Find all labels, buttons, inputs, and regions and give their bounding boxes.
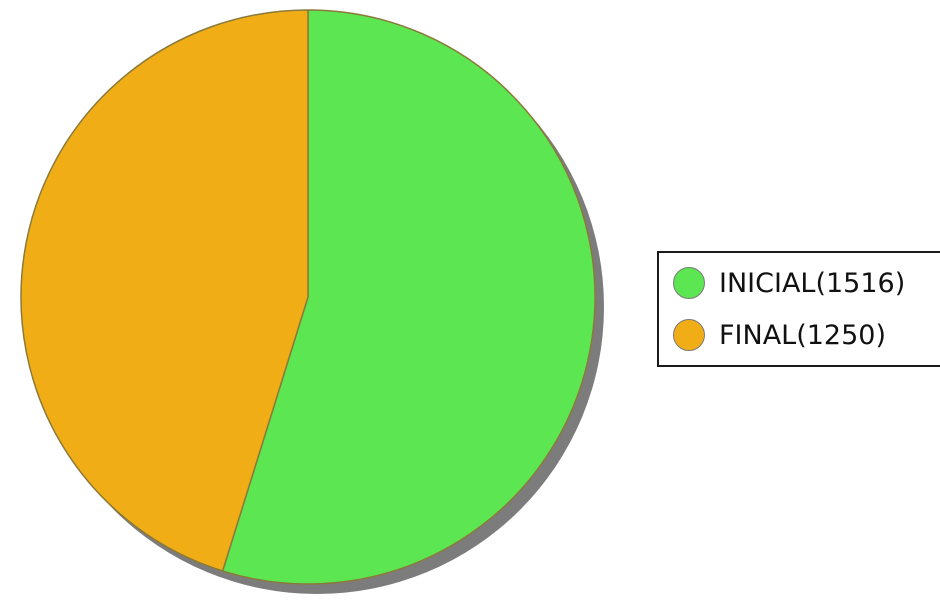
pie-slice-final <box>20 9 309 572</box>
legend: INICIAL(1516) FINAL(1250) <box>657 251 940 367</box>
legend-swatch-inicial <box>673 267 705 299</box>
pie-slice-inicial <box>221 9 596 585</box>
pie-slices <box>20 9 596 585</box>
legend-label-inicial: INICIAL(1516) <box>719 267 906 299</box>
legend-item-inicial: INICIAL(1516) <box>673 267 905 299</box>
legend-label-final: FINAL(1250) <box>719 319 886 351</box>
legend-item-final: FINAL(1250) <box>673 319 886 351</box>
legend-swatch-final <box>673 319 705 351</box>
